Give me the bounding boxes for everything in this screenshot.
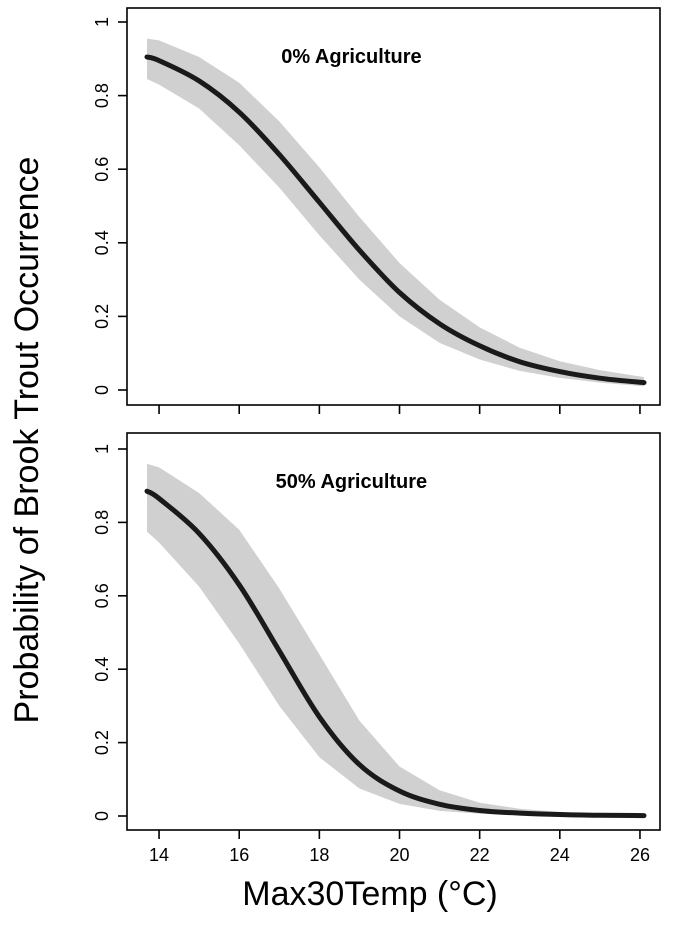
panel-bottom: 0 0.2 0.4 0.6 0.8 1 14 16 18 20 22 24 26 50% Agricult…	[92, 432, 661, 865]
panel-title: 50% Agriculture	[276, 471, 428, 493]
probability-line	[144, 488, 647, 819]
x-tick-label: 18	[309, 845, 329, 865]
panel-title: 0% Agriculture	[281, 46, 421, 68]
confidence-band	[147, 463, 644, 816]
x-tick-label: 26	[630, 845, 650, 865]
x-tick-label: 24	[550, 845, 570, 865]
plot-frame	[126, 7, 661, 406]
confidence-band	[147, 38, 644, 387]
x-tick-label: 16	[229, 845, 249, 865]
x-tick-label: 22	[470, 845, 490, 865]
y-tick-label: 0	[92, 811, 112, 821]
y-tick-label: 0.2	[92, 730, 112, 755]
plot-frame	[126, 432, 661, 831]
x-axis-title: Max30Temp (°C)	[242, 875, 497, 913]
probability-line	[144, 54, 647, 386]
x-tick-label: 14	[149, 845, 169, 865]
y-tick-label: 0.8	[92, 510, 112, 535]
panel-top: 0 0.2 0.4 0.6 0.8 1 0% Agriculture	[92, 7, 661, 414]
y-tick-label: 1	[92, 17, 112, 27]
y-tick-label: 0.6	[92, 583, 112, 608]
y-tick-label: 0.4	[92, 230, 112, 255]
y-tick-label: 0.8	[92, 83, 112, 108]
y-axis-title: Probability of Brook Trout Occurrence	[8, 157, 46, 724]
x-tick-label: 20	[389, 845, 409, 865]
y-tick-label: 0.2	[92, 304, 112, 329]
y-tick-label: 0	[92, 385, 112, 395]
y-tick-label: 0.6	[92, 157, 112, 182]
y-tick-label: 1	[92, 444, 112, 454]
y-tick-label: 0.4	[92, 657, 112, 682]
